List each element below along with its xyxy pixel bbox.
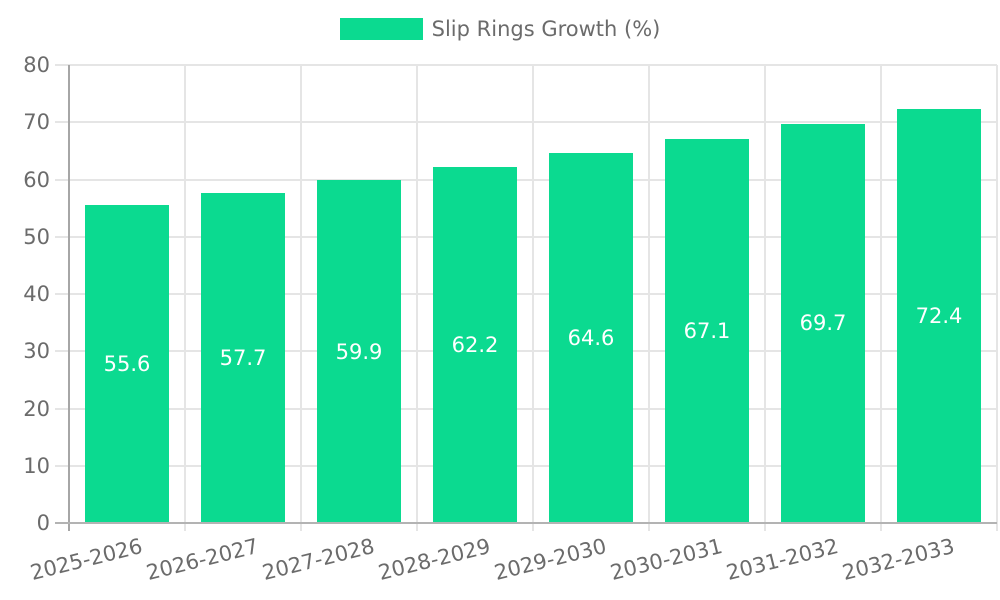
x-gridline xyxy=(184,65,186,531)
bar-value-label: 64.6 xyxy=(567,326,615,351)
y-tick-label: 70 xyxy=(23,110,50,135)
bar-value-label: 62.2 xyxy=(451,332,499,357)
legend-swatch xyxy=(339,18,423,40)
bar: 67.1 xyxy=(665,138,749,523)
bar: 57.7 xyxy=(201,192,285,523)
bar-value-label: 67.1 xyxy=(683,318,731,343)
y-gridline xyxy=(55,464,997,467)
x-gridline xyxy=(648,65,650,531)
x-gridline xyxy=(300,65,302,531)
bar-value-label: 69.7 xyxy=(799,311,847,336)
bar: 59.9 xyxy=(317,180,401,523)
bar: 62.2 xyxy=(433,166,517,523)
bar: 69.7 xyxy=(781,123,865,523)
y-gridline xyxy=(55,293,997,295)
bar: 72.4 xyxy=(897,108,981,523)
x-gridline xyxy=(532,65,534,531)
bar-value-label: 72.4 xyxy=(915,303,963,328)
y-tick-label: 0 xyxy=(36,511,50,535)
y-gridline xyxy=(55,350,997,353)
y-tick-label: 80 xyxy=(23,53,50,77)
y-gridline xyxy=(55,64,997,66)
x-gridline xyxy=(996,65,998,531)
y-tick-label: 10 xyxy=(23,453,50,478)
y-gridline xyxy=(55,235,997,238)
bar: 55.6 xyxy=(85,204,169,523)
y-axis-line xyxy=(68,65,70,531)
x-gridline xyxy=(764,65,766,531)
bar-value-label: 57.7 xyxy=(219,345,267,370)
y-gridline xyxy=(55,407,997,410)
x-gridline xyxy=(416,65,418,531)
legend[interactable]: Slip Rings Growth (%) xyxy=(0,16,1000,42)
y-tick-label: 40 xyxy=(23,282,50,306)
y-tick-label: 20 xyxy=(23,396,50,421)
y-tick-label: 30 xyxy=(23,339,50,364)
y-gridline xyxy=(55,121,997,124)
y-tick-label: 50 xyxy=(23,224,50,249)
legend-series-label: Slip Rings Growth (%) xyxy=(431,17,661,41)
y-gridline xyxy=(55,178,997,181)
bar-value-label: 59.9 xyxy=(335,339,383,364)
x-axis-line xyxy=(55,522,997,524)
x-gridline xyxy=(880,65,882,531)
bar-value-label: 55.6 xyxy=(103,351,151,376)
bar: 64.6 xyxy=(549,153,633,523)
y-tick-label: 60 xyxy=(23,167,50,192)
